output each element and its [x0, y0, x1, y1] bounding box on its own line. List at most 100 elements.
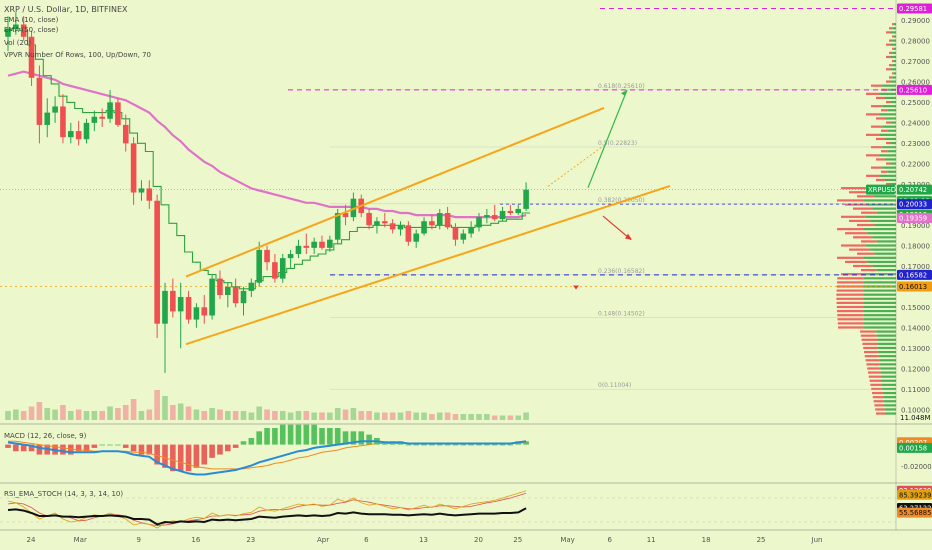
candle-body	[287, 254, 294, 259]
fib-level-label: 0.236(0.16582)	[598, 268, 645, 275]
vpvr-bar-down	[874, 404, 885, 407]
candle-body	[452, 227, 459, 240]
volume-bar	[374, 412, 380, 420]
candle-body	[130, 143, 137, 193]
vpvr-bar-up	[885, 158, 896, 161]
vpvr-bar-up	[876, 330, 896, 333]
vpvr-bar-up	[883, 396, 896, 399]
time-tick-label: 13	[419, 536, 428, 544]
vpvr-bar-down	[865, 359, 880, 362]
vpvr-bar-down	[837, 199, 864, 202]
fib-level-label: 0.618(0.25610)	[598, 83, 645, 90]
vpvr-bar-up	[865, 244, 896, 247]
macd-histogram-bar	[468, 444, 474, 446]
volume-bar	[264, 409, 270, 420]
candle-body	[170, 290, 176, 312]
candle-body	[146, 188, 153, 201]
volume-bar	[507, 415, 514, 420]
volume-bar	[52, 409, 58, 420]
price-tick-label: 0.26000	[901, 78, 930, 86]
vpvr-bar-down	[892, 59, 894, 63]
vpvr-bar-down	[886, 162, 891, 165]
vpvr-bar-down	[886, 31, 891, 34]
macd-histogram-bar	[484, 444, 490, 446]
price-label-text: 0.20033	[899, 201, 927, 209]
candle-body	[350, 198, 357, 218]
macd-histogram-bar	[421, 444, 427, 446]
vpvr-bar-down	[836, 289, 864, 292]
volume-bar	[295, 411, 302, 420]
macd-histogram-bar	[225, 444, 231, 452]
vpvr-bar-down	[837, 277, 864, 280]
time-tick-label: May	[560, 536, 574, 544]
volume-bar	[107, 406, 113, 420]
volume-bar	[130, 399, 137, 420]
candles	[5, 12, 529, 373]
vpvr-bar-up	[863, 305, 896, 309]
volume-bar	[99, 411, 105, 420]
vpvr-bar-down	[837, 318, 864, 321]
candle-body	[366, 213, 372, 226]
volume-bar	[405, 411, 412, 420]
fib-level-label: 0.148(0.14502)	[598, 310, 645, 317]
vpvr-bar-up	[863, 285, 896, 288]
vpvr-bar-down	[864, 350, 879, 354]
price-tick-label: 0.27000	[901, 58, 930, 66]
vpvr-bar-down	[881, 129, 888, 132]
price-label-text: 0.20742	[899, 186, 927, 194]
volume-bar	[382, 412, 388, 420]
volume-bar	[272, 411, 278, 420]
vpvr-bar-down	[853, 236, 873, 239]
vpvr-bar-down	[837, 309, 864, 313]
vpvr-bar-up	[863, 199, 896, 202]
vpvr-bar-up	[887, 129, 896, 132]
candle-body	[44, 112, 51, 125]
volume-bar	[177, 403, 184, 420]
volume-bar	[75, 409, 82, 420]
price-label-box	[897, 212, 932, 223]
volume-bar	[115, 408, 121, 420]
vpvr-bar-down	[836, 301, 864, 304]
volume-bar	[193, 409, 200, 420]
vpvr-bar-up	[863, 297, 896, 300]
vpvr-bar-down	[861, 269, 877, 272]
vpvr-bar-up	[884, 408, 896, 411]
vpvr-bar-down	[837, 228, 864, 231]
vpvr-bar-down	[837, 322, 864, 325]
vpvr-bar-up	[890, 43, 896, 46]
candle-body	[272, 262, 278, 279]
time-tick-label: 23	[246, 536, 255, 544]
candle-body	[523, 189, 529, 209]
vpvr-bar-up	[883, 400, 896, 403]
volume-bar	[5, 411, 11, 420]
candle-body	[468, 227, 474, 234]
volume-bar	[334, 408, 341, 420]
volume-bar	[232, 411, 239, 420]
macd-histogram-bar	[460, 444, 467, 446]
volume-bar	[122, 405, 129, 420]
vpvr-bar-up	[863, 277, 896, 280]
rsi-line	[7, 507, 527, 526]
vpvr-bar-up	[890, 182, 896, 186]
vpvr-bar-down	[866, 113, 880, 116]
vpvr-bar-down	[866, 133, 880, 136]
price-label-text: 0.25610	[899, 86, 927, 94]
vpvr-bar-down	[853, 207, 873, 210]
vpvr-bar-up	[863, 314, 896, 317]
vpvr-bar-up	[892, 39, 896, 42]
candle-body	[484, 215, 490, 218]
volume-bar	[256, 406, 262, 420]
vpvr-bar-up	[874, 195, 896, 198]
candle-body	[83, 122, 90, 140]
vpvr-bar-down	[845, 232, 868, 235]
vpvr-bar-up	[892, 76, 896, 79]
vpvr-label: VPVR Number Of Rows, 100, Up/Down, 70	[4, 51, 151, 59]
volume-bar	[499, 415, 506, 420]
price-tick-label: 0.24000	[901, 119, 930, 127]
vpvr-bar-down	[881, 170, 888, 173]
vpvr-bar-up	[890, 31, 896, 34]
volume-bar	[436, 412, 443, 420]
price-tick-label: 0.29000	[901, 17, 930, 25]
candle-body	[107, 102, 113, 119]
